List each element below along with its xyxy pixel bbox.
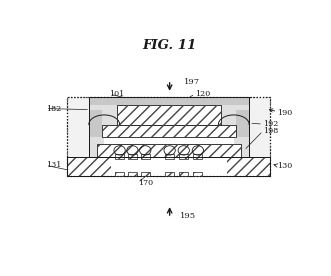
Text: 192: 192	[263, 120, 278, 128]
Bar	[97, 144, 241, 157]
Text: 197: 197	[184, 78, 200, 86]
Bar	[179, 154, 188, 158]
Bar	[193, 154, 202, 158]
Bar	[117, 105, 221, 124]
Bar	[89, 110, 102, 137]
Text: 190: 190	[277, 108, 293, 116]
Text: 170: 170	[138, 179, 153, 187]
Bar	[193, 172, 202, 176]
Bar	[128, 154, 137, 158]
Bar	[67, 97, 270, 176]
Bar	[67, 157, 270, 176]
Bar	[179, 172, 188, 176]
Text: 182: 182	[46, 105, 61, 113]
Bar	[111, 157, 227, 176]
Bar	[67, 97, 270, 176]
Bar	[193, 172, 202, 176]
Bar	[165, 172, 174, 176]
Bar	[128, 154, 137, 158]
Bar	[104, 137, 234, 144]
Bar	[165, 154, 174, 158]
Bar	[141, 154, 150, 158]
Bar	[102, 124, 236, 137]
Bar	[141, 154, 150, 158]
Bar	[141, 172, 150, 176]
Bar	[115, 172, 124, 176]
Bar	[117, 105, 221, 124]
Bar	[179, 172, 188, 176]
Bar	[115, 154, 124, 158]
Bar	[236, 110, 249, 137]
Bar	[128, 172, 137, 176]
Text: 130: 130	[277, 162, 293, 170]
Bar	[89, 97, 249, 157]
Bar	[128, 172, 137, 176]
Bar	[193, 154, 202, 158]
Text: 195: 195	[180, 212, 196, 220]
Bar	[67, 157, 270, 176]
Bar	[97, 144, 241, 157]
Text: 120: 120	[195, 90, 211, 98]
Text: 136: 136	[236, 159, 251, 167]
Bar	[89, 97, 249, 157]
Bar	[165, 154, 174, 158]
Bar	[102, 124, 236, 137]
Text: FIG. 11: FIG. 11	[143, 39, 197, 52]
Bar	[179, 154, 188, 158]
Text: 101: 101	[109, 90, 124, 98]
Text: 131: 131	[46, 161, 61, 169]
Bar	[115, 172, 124, 176]
Bar	[115, 154, 124, 158]
Bar	[141, 172, 150, 176]
Bar	[89, 97, 249, 105]
Bar	[165, 172, 174, 176]
Text: 198: 198	[263, 127, 278, 135]
